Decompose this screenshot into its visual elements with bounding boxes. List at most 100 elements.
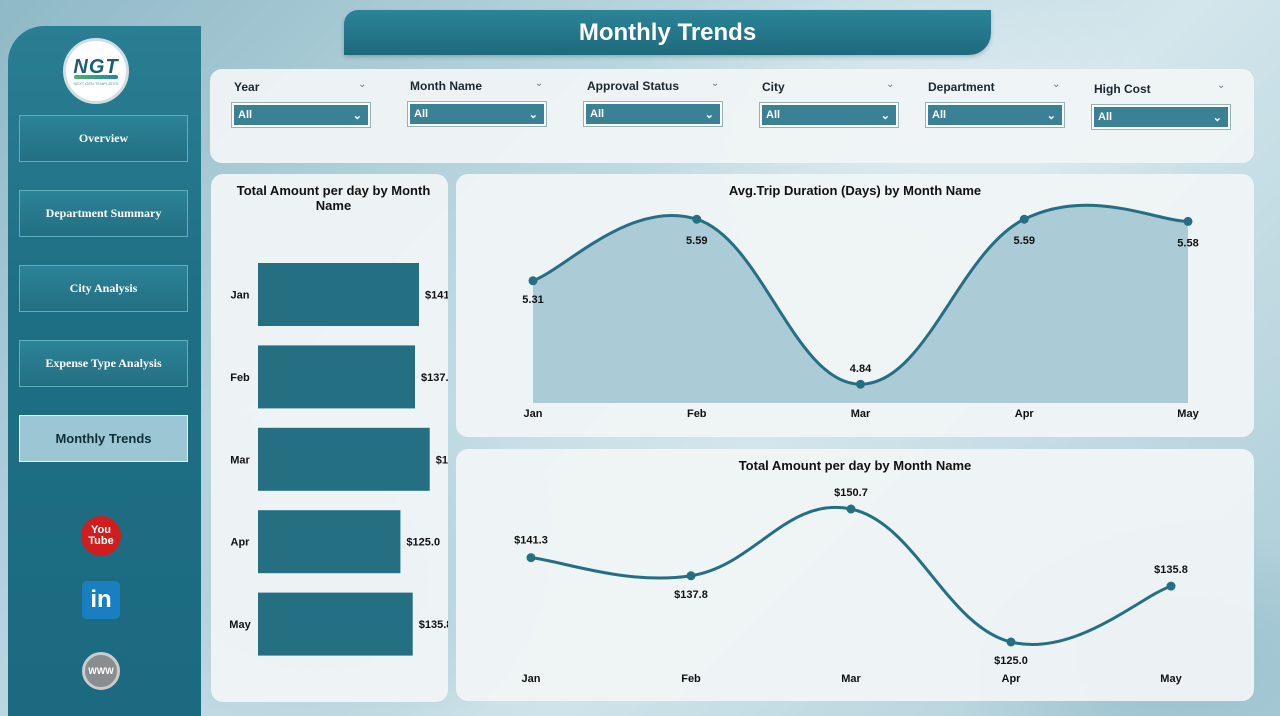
chevron-down-icon: ⌄ (1046, 109, 1056, 122)
area-x-tick-label: Mar (851, 408, 871, 420)
filter-month-value: All (414, 108, 429, 120)
line-data-label: $141.3 (514, 535, 548, 547)
logo-tagline: NEXT GEN TEMPLATES (73, 81, 119, 86)
area-data-label: 4.84 (850, 363, 872, 375)
chevron-down-icon[interactable]: ⌄ (535, 78, 544, 89)
line-point (686, 571, 696, 581)
nav-department-summary-button[interactable]: Department Summary (19, 190, 188, 237)
line-data-label: $150.7 (834, 487, 868, 499)
area-point (692, 214, 702, 224)
nav-monthly-trends-button[interactable]: Monthly Trends (19, 415, 188, 462)
logo-brand: NGT (73, 56, 119, 78)
page-title: Monthly Trends (344, 10, 991, 55)
area-point (1019, 214, 1029, 224)
bar-chart-panel: Total Amount per day by Month Name Jan $1… (211, 174, 448, 702)
line-x-tick-label: Jan (522, 673, 541, 685)
line-point (1006, 637, 1016, 647)
line-chart: $141.3 Jan $137.8 Feb $150.7 Mar $125.0 Apr $135… (514, 487, 1188, 685)
area-data-label: 5.31 (522, 294, 543, 306)
line-point (846, 504, 856, 514)
area-chart-panel: Avg.Trip Duration (Days) by Month Name 5… (456, 174, 1254, 437)
chevron-down-icon: ⌄ (704, 108, 714, 121)
bar-data-label: $150.7 (436, 454, 448, 466)
filter-department-select[interactable]: All ⌄ (925, 102, 1065, 128)
website-link[interactable]: WWW (80, 650, 122, 692)
chevron-down-icon[interactable]: ⌄ (1052, 79, 1061, 90)
filter-year-value: All (238, 109, 253, 121)
area-x-tick-label: Jan (524, 408, 543, 420)
area-point (1183, 216, 1193, 226)
filter-month-label: Month Name (410, 79, 482, 93)
filter-high-cost-value: All (1098, 111, 1113, 123)
line-x-tick-label: Apr (1002, 673, 1022, 685)
filter-high-cost-select[interactable]: All ⌄ (1091, 104, 1231, 130)
line-point (526, 553, 536, 563)
filter-panel: Year ⌄ All ⌄ Month Name ⌄ All ⌄ Approval S… (210, 69, 1254, 163)
area-chart: 5.31 Jan 5.59 Feb 4.84 Mar 5.59 Apr 5.58 May (522, 203, 1200, 420)
filter-city-value: All (766, 109, 781, 121)
filter-city-select[interactable]: All ⌄ (759, 102, 899, 128)
area-data-label: 5.59 (686, 235, 707, 247)
bar (258, 510, 401, 574)
filter-approval-value: All (590, 108, 605, 120)
filter-department-value: All (932, 109, 947, 121)
nav-expense-type-analysis-button[interactable]: Expense Type Analysis (19, 340, 188, 387)
area-chart-title: Avg.Trip Duration (Days) by Month Name (728, 183, 982, 198)
bar (258, 427, 430, 491)
area-point (528, 276, 538, 286)
area-x-tick-label: May (1177, 408, 1199, 420)
bar (258, 263, 419, 326)
bar-category-label: Feb (230, 372, 250, 384)
chevron-down-icon[interactable]: ⌄ (886, 79, 895, 90)
brand-logo[interactable]: NGT NEXT GEN TEMPLATES (63, 38, 129, 104)
area-point (856, 379, 865, 389)
youtube-icon: You Tube (81, 516, 121, 556)
logo-swoosh (74, 75, 118, 79)
bar-data-label: $135.8 (419, 619, 448, 631)
website-icon: WWW (82, 652, 120, 690)
chevron-down-icon: ⌄ (880, 109, 890, 122)
bar-category-label: Mar (230, 454, 250, 466)
area-data-label: 5.58 (1177, 237, 1198, 249)
line-data-label: $137.8 (674, 589, 708, 601)
line-x-tick-label: May (1160, 673, 1182, 685)
filter-approval-label: Approval Status (587, 79, 680, 93)
chevron-down-icon: ⌄ (352, 109, 362, 122)
bar-chart: Jan $141.3 Feb $137.8 Mar $150.7 Apr $125.0 May $… (229, 263, 448, 656)
chevron-down-icon[interactable]: ⌄ (358, 79, 367, 90)
area-fill (533, 205, 1188, 403)
nav-city-analysis-button[interactable]: City Analysis (19, 265, 188, 312)
bar-data-label: $125.0 (406, 537, 440, 549)
bar (258, 592, 413, 656)
bar-category-label: May (229, 619, 251, 631)
nav-overview-button[interactable]: Overview (19, 115, 188, 162)
youtube-link[interactable]: You Tube (80, 515, 122, 557)
filter-approval-select[interactable]: All ⌄ (583, 101, 723, 127)
chevron-down-icon[interactable]: ⌄ (711, 78, 720, 89)
chevron-down-icon: ⌄ (528, 108, 538, 121)
bar-category-label: Apr (231, 537, 251, 549)
chevron-down-icon: ⌄ (1212, 111, 1222, 124)
line-chart-panel: Total Amount per day by Month Name $141.… (456, 449, 1254, 701)
line-data-label: $135.8 (1154, 564, 1188, 576)
area-data-label: 5.59 (1014, 235, 1035, 247)
filter-city-label: City (762, 80, 785, 94)
filter-year-select[interactable]: All ⌄ (231, 102, 371, 128)
filter-high-cost-label: High Cost (1094, 82, 1151, 96)
area-x-tick-label: Apr (1015, 408, 1035, 420)
filter-year-label: Year (234, 80, 260, 94)
line-x-tick-label: Feb (681, 673, 701, 685)
area-x-tick-label: Feb (687, 408, 707, 420)
filter-month-select[interactable]: All ⌄ (407, 101, 547, 127)
bar-data-label: $137.8 (421, 372, 448, 384)
linkedin-link[interactable]: in (80, 579, 122, 621)
line-chart-title: Total Amount per day by Month Name (738, 458, 972, 473)
line-data-label: $125.0 (994, 655, 1028, 667)
bar (258, 345, 416, 409)
linkedin-icon: in (82, 581, 120, 619)
bar-data-label: $141.3 (425, 290, 448, 302)
series-line (530, 505, 1172, 646)
line-point (1166, 581, 1176, 591)
bar-chart-title: Total Amount per day by Month Name (236, 183, 431, 213)
chevron-down-icon[interactable]: ⌄ (1217, 80, 1226, 91)
